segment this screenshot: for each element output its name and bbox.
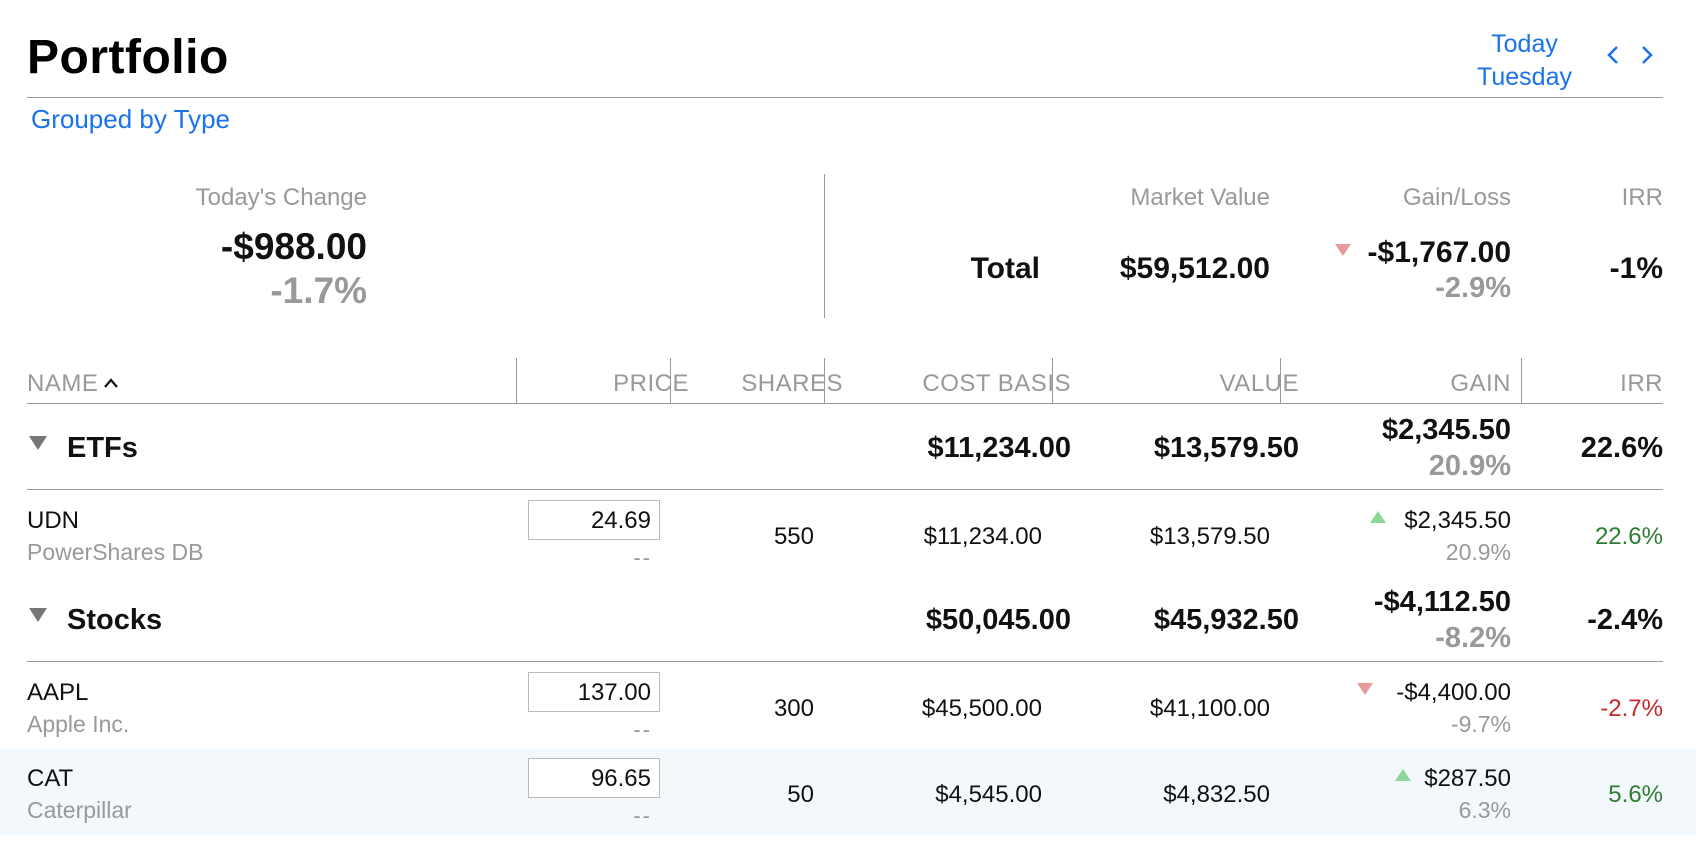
date-line-weekday: Tuesday — [1477, 63, 1572, 91]
column-separator — [824, 358, 825, 404]
total-label: Total — [970, 252, 1040, 285]
market-value-label: Market Value — [1130, 184, 1270, 211]
disclosure-triangle-icon[interactable] — [29, 436, 47, 450]
total-market-value: $59,512.00 — [1119, 252, 1270, 285]
column-separator — [1280, 358, 1281, 404]
column-header-cost-basis[interactable]: COST BASIS — [922, 370, 1071, 397]
table-row[interactable]: UDN PowerShares DB 24.69 -- 550 $11,234.… — [0, 491, 1696, 577]
group-irr: -2.4% — [1587, 604, 1663, 636]
column-separator — [1521, 358, 1522, 404]
column-header-value[interactable]: VALUE — [1219, 370, 1299, 397]
column-header-shares[interactable]: SHARES — [741, 370, 843, 397]
row-irr: 22.6% — [1594, 523, 1663, 550]
column-header-name[interactable]: NAME — [27, 370, 119, 398]
table-header: NAME PRICE SHARES COST BASIS VALUE GAIN … — [27, 358, 1663, 404]
row-gain: -$4,400.00 — [1396, 679, 1511, 706]
loss-down-icon — [1335, 244, 1351, 256]
date-line-today: Today — [1491, 30, 1558, 58]
row-shares: 300 — [773, 695, 814, 722]
todays-change-percent: -1.7% — [270, 270, 367, 311]
row-shares: 550 — [773, 523, 814, 550]
summary-divider — [824, 174, 825, 318]
row-value: $4,832.50 — [1163, 781, 1270, 808]
group-cost-basis: $11,234.00 — [927, 432, 1071, 464]
row-gain-percent: 6.3% — [1458, 797, 1511, 823]
group-gain-percent: -8.2% — [1435, 622, 1511, 654]
column-header-gain[interactable]: GAIN — [1450, 370, 1511, 397]
row-cost-basis: $4,545.00 — [935, 781, 1042, 808]
todays-change-value: -$988.00 — [220, 226, 367, 267]
price-change: -- — [633, 545, 652, 570]
column-separator — [1052, 358, 1053, 404]
chevron-right-icon[interactable] — [1638, 40, 1656, 70]
price-change: -- — [633, 717, 652, 742]
total-gain-percent: -2.9% — [1435, 272, 1511, 304]
row-value: $13,579.50 — [1149, 523, 1270, 550]
gain-up-icon — [1395, 769, 1411, 781]
group-gain: -$4,112.50 — [1373, 586, 1511, 618]
sort-ascending-icon — [104, 378, 119, 388]
table-row[interactable]: CAT Caterpillar 96.65 -- 50 $4,545.00 $4… — [0, 749, 1696, 835]
date-selector[interactable]: Today Tuesday — [1477, 28, 1572, 94]
price-change: -- — [633, 803, 652, 828]
page-title: Portfolio — [27, 31, 229, 84]
disclosure-triangle-icon[interactable] — [29, 608, 47, 622]
group-irr: 22.6% — [1580, 432, 1663, 464]
group-row-etfs[interactable]: ETFs $11,234.00 $13,579.50 $2,345.50 20.… — [27, 404, 1663, 490]
group-cost-basis: $50,045.00 — [925, 604, 1071, 636]
todays-change-label: Today's Change — [195, 184, 367, 211]
row-symbol: AAPL — [27, 679, 89, 706]
group-gain-percent: 20.9% — [1428, 450, 1511, 482]
row-company-name: PowerShares DB — [27, 539, 204, 565]
gain-up-icon — [1370, 511, 1386, 523]
row-cost-basis: $11,234.00 — [923, 523, 1042, 550]
row-shares: 50 — [787, 781, 814, 808]
grouping-link[interactable]: Grouped by Type — [31, 104, 230, 134]
title-divider — [27, 97, 1663, 98]
gain-loss-label: Gain/Loss — [1402, 184, 1511, 211]
column-separator — [670, 358, 671, 404]
total-gain: -$1,767.00 — [1367, 236, 1511, 269]
price-input[interactable]: 137.00 — [528, 672, 660, 712]
group-name: ETFs — [67, 432, 138, 464]
row-gain: $2,345.50 — [1404, 507, 1511, 534]
row-gain-percent: -9.7% — [1450, 711, 1511, 737]
row-gain-percent: 20.9% — [1445, 539, 1511, 565]
irr-label: IRR — [1621, 184, 1663, 211]
row-value: $41,100.00 — [1149, 695, 1270, 722]
column-separator — [516, 358, 517, 404]
price-input[interactable]: 96.65 — [528, 758, 660, 798]
column-header-price[interactable]: PRICE — [613, 370, 689, 397]
group-value: $45,932.50 — [1153, 604, 1299, 636]
chevron-left-icon[interactable] — [1604, 40, 1622, 70]
date-nav-arrows — [1604, 40, 1656, 70]
row-irr: -2.7% — [1600, 695, 1663, 722]
loss-down-icon — [1357, 683, 1373, 695]
price-input[interactable]: 24.69 — [528, 500, 660, 540]
row-symbol: UDN — [27, 507, 79, 534]
group-row-stocks[interactable]: Stocks $50,045.00 $45,932.50 -$4,112.50 … — [27, 576, 1663, 662]
table-row[interactable]: AAPL Apple Inc. 137.00 -- 300 $45,500.00… — [0, 663, 1696, 749]
row-company-name: Apple Inc. — [27, 711, 130, 737]
row-symbol: CAT — [27, 765, 74, 792]
column-header-irr[interactable]: IRR — [1620, 370, 1663, 397]
row-company-name: Caterpillar — [27, 797, 132, 823]
total-irr: -1% — [1609, 252, 1663, 285]
row-cost-basis: $45,500.00 — [921, 695, 1042, 722]
row-gain: $287.50 — [1424, 765, 1511, 792]
group-value: $13,579.50 — [1153, 432, 1299, 464]
group-name: Stocks — [67, 604, 163, 636]
row-irr: 5.6% — [1608, 781, 1663, 808]
group-gain: $2,345.50 — [1381, 414, 1511, 446]
